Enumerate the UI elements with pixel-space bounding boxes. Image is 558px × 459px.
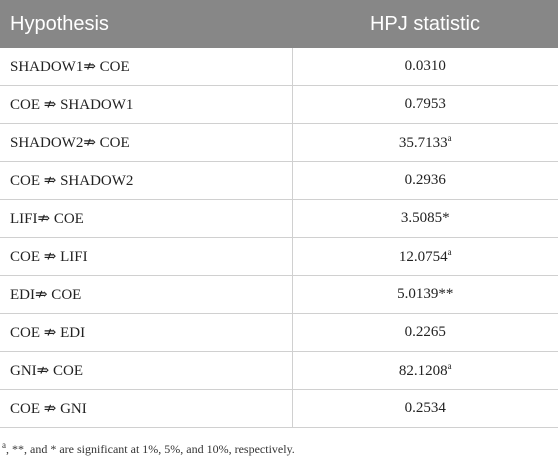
statistic-value: 82.1208	[398, 363, 448, 379]
significance-note: a	[447, 247, 452, 257]
hypothesis-cell: EDI⇏ COE	[0, 275, 293, 314]
hypothesis-cell: GNI⇏ COE	[0, 351, 293, 390]
table-row: COE ⇏ LIFI 12.0754a	[0, 237, 558, 276]
statistic-value: 0.0310	[404, 58, 446, 74]
footnote-text: , **, and * are significant at 1%, 5%, a…	[6, 442, 295, 456]
statistic-value: 0.2265	[404, 324, 446, 340]
footnote-mark: a	[2, 440, 6, 450]
statistic-cell: 0.0310	[292, 48, 558, 86]
hypothesis-cell: COE ⇏ LIFI	[0, 237, 293, 276]
table-row: LIFI⇏ COE 3.5085*	[0, 199, 558, 238]
statistic-cell: 3.5085*	[292, 199, 558, 238]
statistic-value: 0.7953	[404, 96, 446, 112]
hypothesis-cell: LIFI⇏ COE	[0, 199, 293, 238]
statistic-cell: 0.7953	[292, 85, 558, 124]
table-row: EDI⇏ COE 5.0139**	[0, 275, 558, 314]
table-body: SHADOW1⇏ COE 0.0310 COE ⇏ SHADOW1 0.7953 SHA…	[0, 48, 558, 428]
statistic-value: 12.0754	[398, 249, 448, 265]
table-row: COE ⇏ GNI 0.2534	[0, 389, 558, 428]
statistic-cell: 5.0139**	[292, 275, 558, 314]
hypothesis-cell: SHADOW1⇏ COE	[0, 48, 293, 86]
column-header: HPJ statistic	[292, 0, 558, 48]
statistic-value: 3.5085*	[400, 210, 450, 226]
hypothesis-cell: COE ⇏ EDI	[0, 313, 293, 352]
statistic-cell: 82.1208a	[292, 351, 558, 390]
footnote: a, **, and * are significant at 1%, 5%, …	[2, 440, 295, 457]
statistic-cell: 0.2534	[292, 389, 558, 428]
header-row: Hypothesis HPJ statistic	[0, 0, 558, 48]
statistic-cell: 0.2936	[292, 161, 558, 200]
column-header: Hypothesis	[0, 0, 292, 48]
hypothesis-cell: SHADOW2⇏ COE	[0, 123, 293, 162]
table-row: SHADOW2⇏ COE 35.7133a	[0, 123, 558, 162]
results-table: Hypothesis HPJ statistic SHADOW1⇏ COE 0.0…	[0, 0, 558, 428]
significance-note: a	[447, 361, 452, 371]
hypothesis-cell: COE ⇏ GNI	[0, 389, 293, 428]
significance-note: a	[447, 133, 452, 143]
hypothesis-cell: COE ⇏ SHADOW1	[0, 85, 293, 124]
statistic-value: 0.2936	[404, 172, 446, 188]
statistic-value: 35.7133	[398, 135, 448, 151]
statistic-cell: 35.7133a	[292, 123, 558, 162]
table-row: COE ⇏ SHADOW2 0.2936	[0, 161, 558, 200]
statistic-value: 5.0139**	[397, 286, 454, 302]
table-row: COE ⇏ EDI 0.2265	[0, 313, 558, 352]
hypothesis-cell: COE ⇏ SHADOW2	[0, 161, 293, 200]
statistic-value: 0.2534	[404, 400, 446, 416]
table-row: SHADOW1⇏ COE 0.0310	[0, 48, 558, 86]
statistic-cell: 0.2265	[292, 313, 558, 352]
table-header: Hypothesis HPJ statistic	[0, 0, 558, 48]
table-row: COE ⇏ SHADOW1 0.7953	[0, 85, 558, 124]
statistic-cell: 12.0754a	[292, 237, 558, 276]
table-row: GNI⇏ COE 82.1208a	[0, 351, 558, 390]
